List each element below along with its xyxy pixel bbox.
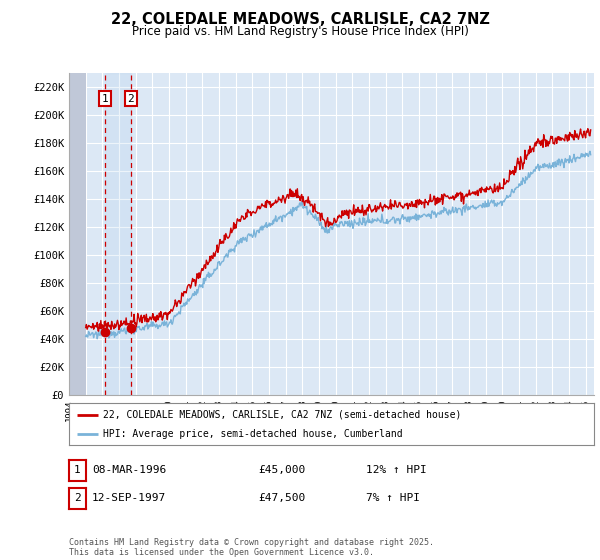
Text: 1: 1: [102, 94, 109, 104]
Bar: [69, 73, 86, 395]
Text: 22, COLEDALE MEADOWS, CARLISLE, CA2 7NZ (semi-detached house): 22, COLEDALE MEADOWS, CARLISLE, CA2 7NZ …: [103, 409, 461, 419]
Text: £45,000: £45,000: [258, 465, 305, 475]
Text: Contains HM Land Registry data © Crown copyright and database right 2025.
This d: Contains HM Land Registry data © Crown c…: [69, 538, 434, 557]
Text: 22, COLEDALE MEADOWS, CARLISLE, CA2 7NZ: 22, COLEDALE MEADOWS, CARLISLE, CA2 7NZ: [110, 12, 490, 27]
Text: 2: 2: [74, 493, 81, 503]
Text: 1: 1: [74, 465, 81, 475]
Text: 12-SEP-1997: 12-SEP-1997: [92, 493, 166, 503]
Text: 7% ↑ HPI: 7% ↑ HPI: [366, 493, 420, 503]
Text: 2: 2: [127, 94, 134, 104]
Text: Price paid vs. HM Land Registry's House Price Index (HPI): Price paid vs. HM Land Registry's House …: [131, 25, 469, 38]
Bar: [106, 73, 131, 395]
Text: 08-MAR-1996: 08-MAR-1996: [92, 465, 166, 475]
Text: HPI: Average price, semi-detached house, Cumberland: HPI: Average price, semi-detached house,…: [103, 429, 403, 439]
Text: 12% ↑ HPI: 12% ↑ HPI: [366, 465, 427, 475]
Text: £47,500: £47,500: [258, 493, 305, 503]
